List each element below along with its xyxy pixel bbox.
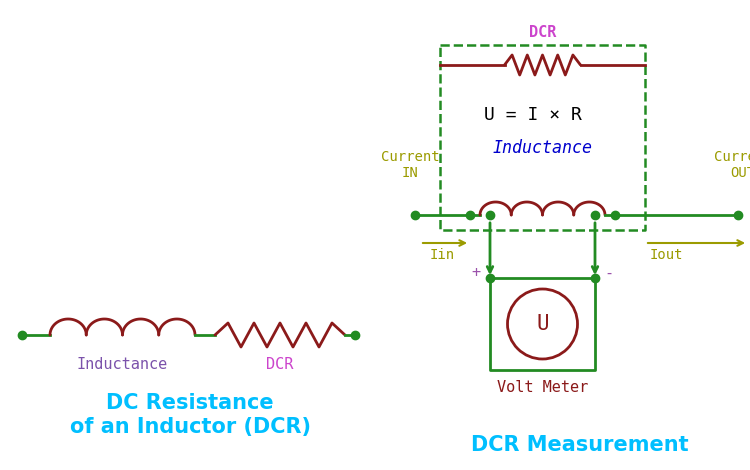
Text: U = I × R: U = I × R — [484, 106, 581, 124]
Text: U: U — [536, 314, 549, 334]
Text: Current
OUT: Current OUT — [714, 150, 750, 180]
Text: Iin: Iin — [430, 248, 455, 262]
Text: Inductance: Inductance — [76, 357, 168, 372]
Text: Volt Meter: Volt Meter — [496, 381, 588, 395]
Text: +: + — [472, 266, 481, 281]
Text: DCR: DCR — [266, 357, 294, 372]
Text: DC Resistance: DC Resistance — [106, 393, 274, 413]
Text: Inductance: Inductance — [493, 139, 592, 157]
Text: Iout: Iout — [650, 248, 683, 262]
Text: of an Inductor (DCR): of an Inductor (DCR) — [70, 417, 310, 437]
Text: Current
IN: Current IN — [381, 150, 440, 180]
Text: DCR Measurement: DCR Measurement — [471, 435, 688, 455]
Text: -: - — [604, 266, 613, 281]
Text: DCR: DCR — [529, 25, 556, 40]
